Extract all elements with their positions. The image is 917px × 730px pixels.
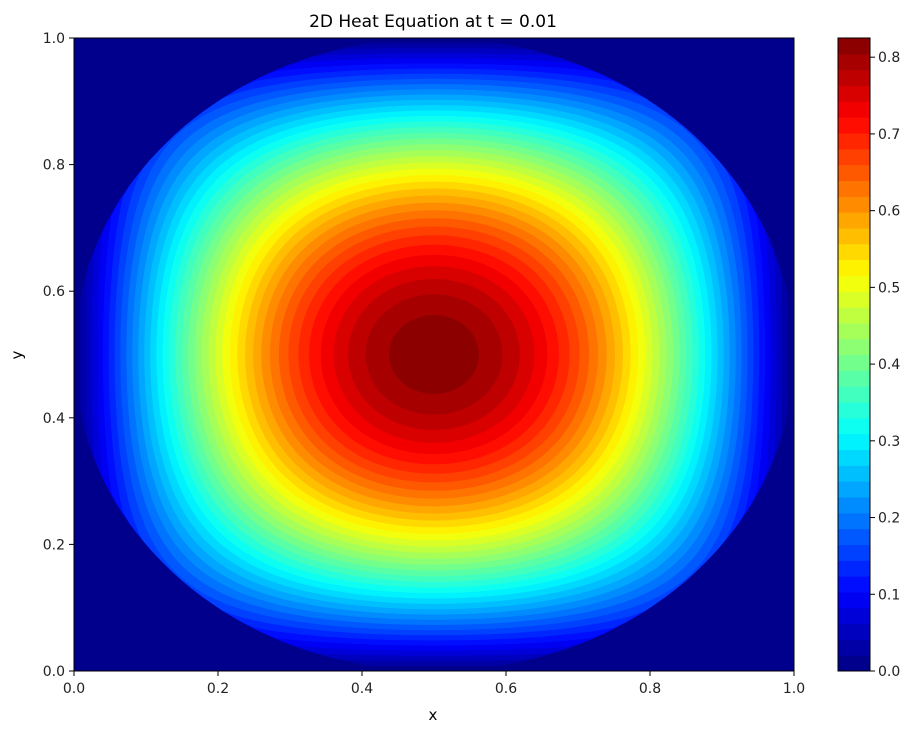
x-tick-label: 0.0: [63, 681, 85, 697]
x-tick-label: 1.0: [783, 681, 805, 697]
colorbar-band: [838, 512, 870, 530]
y-axis: 0.0 0.2 0.4 0.6 0.8 1.0: [43, 31, 74, 680]
y-axis-label: y: [8, 350, 26, 359]
colorbar-tick-label: 0.5: [878, 280, 900, 296]
colorbar-band: [838, 307, 870, 324]
colorbar-frame: [837, 37, 871, 672]
y-tick-label: 1.0: [43, 31, 65, 47]
colorbar-tick-label: 0.2: [878, 511, 900, 527]
colorbar-band: [838, 370, 870, 387]
plot-area: [74, 38, 794, 671]
colorbar-axis: 0.0 0.1 0.2 0.3 0.4 0.5 0.6 0.7 0.8: [870, 50, 900, 680]
y-tick-label: 0.0: [43, 664, 65, 680]
colorbar-band: [838, 180, 870, 197]
colorbar-band: [838, 449, 870, 466]
colorbar-band: [838, 275, 870, 292]
colorbar-band: [838, 38, 870, 55]
colorbar-band: [838, 401, 870, 419]
y-tick-label: 0.4: [43, 411, 65, 427]
colorbar-band: [838, 291, 870, 308]
x-axis-label: x: [429, 706, 438, 724]
colorbar-band: [838, 607, 870, 625]
colorbar-band: [838, 417, 870, 435]
colorbar-band: [838, 576, 870, 593]
x-tick-label: 0.6: [495, 681, 517, 697]
colorbar-band: [838, 386, 870, 403]
colorbar-tick-label: 0.3: [878, 434, 900, 450]
colorbar-band: [838, 53, 870, 71]
colorbar-band: [838, 481, 870, 498]
colorbar-band: [838, 465, 870, 482]
colorbar-tick-label: 0.6: [878, 204, 900, 220]
chart-title: 2D Heat Equation at t = 0.01: [309, 12, 557, 32]
colorbar-band: [838, 639, 870, 656]
colorbar: [838, 38, 870, 671]
colorbar-tick-label: 0.1: [878, 587, 900, 603]
y-tick-label: 0.6: [43, 284, 65, 300]
colorbar-band: [838, 148, 870, 166]
colorbar-tick-label: 0.8: [878, 50, 900, 66]
plot-frame: [73, 37, 795, 672]
colorbar-band: [838, 591, 870, 609]
colorbar-band: [838, 117, 870, 134]
colorbar-band: [838, 322, 870, 340]
colorbar-tick-label: 0.0: [878, 664, 900, 680]
colorbar-band: [838, 528, 870, 545]
colorbar-band: [838, 623, 870, 640]
contour-band: [389, 315, 479, 394]
colorbar-band: [838, 85, 870, 102]
colorbar-band: [838, 433, 870, 451]
colorbar-band: [838, 259, 870, 276]
x-tick-label: 0.2: [207, 681, 229, 697]
colorbar-band: [838, 212, 870, 229]
colorbar-band: [838, 101, 870, 118]
colorbar-band: [838, 132, 870, 150]
colorbar-band: [838, 227, 870, 245]
colorbar-tick-label: 0.7: [878, 127, 900, 143]
colorbar-band: [838, 544, 870, 561]
colorbar-band: [838, 69, 870, 87]
colorbar-band: [838, 196, 870, 213]
x-tick-label: 0.4: [351, 681, 373, 697]
colorbar-tick-label: 0.4: [878, 357, 900, 373]
x-tick-label: 0.8: [639, 681, 661, 697]
y-tick-label: 0.8: [43, 158, 65, 174]
colorbar-band: [838, 496, 870, 514]
colorbar-band: [838, 354, 870, 371]
colorbar-band: [838, 164, 870, 182]
colorbar-band: [838, 338, 870, 356]
colorbar-band: [838, 243, 870, 261]
colorbar-band: [838, 655, 870, 671]
x-axis: 0.0 0.2 0.4 0.6 0.8 1.0: [63, 671, 805, 697]
colorbar-band: [838, 560, 870, 577]
y-tick-label: 0.2: [43, 537, 65, 553]
